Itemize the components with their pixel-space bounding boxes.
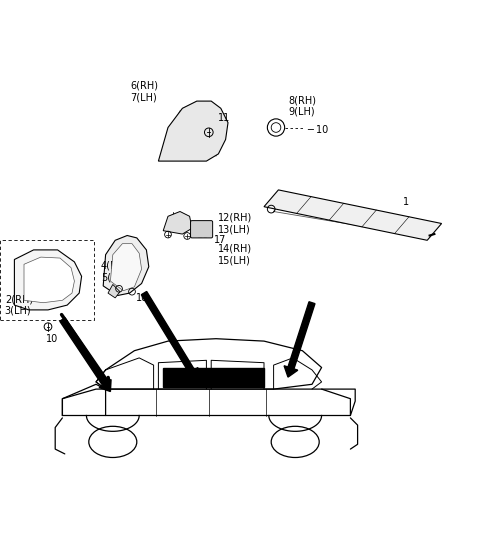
Polygon shape [24,257,74,302]
Text: 8(RH)
9(LH): 8(RH) 9(LH) [288,95,316,117]
Polygon shape [163,368,264,387]
Polygon shape [163,212,192,234]
Text: 10: 10 [135,293,148,303]
Polygon shape [158,101,228,161]
Text: 6(RH)
7(LH): 6(RH) 7(LH) [130,81,158,102]
Text: 17: 17 [214,235,226,245]
FancyArrow shape [284,302,315,377]
Text: 16: 16 [197,230,209,241]
Polygon shape [103,236,149,295]
FancyBboxPatch shape [191,220,213,238]
Text: 1: 1 [403,197,409,207]
Text: 2(RH)
3(LH): 2(RH) 3(LH) [5,294,33,316]
FancyArrow shape [60,318,111,392]
Polygon shape [108,285,120,298]
Text: 12(RH)
13(LH): 12(RH) 13(LH) [218,213,252,234]
Text: ─ 10: ─ 10 [307,125,328,135]
Text: 14(RH)
15(LH): 14(RH) 15(LH) [218,244,252,266]
FancyArrow shape [141,292,198,380]
Text: 11: 11 [218,113,231,123]
Polygon shape [110,244,142,291]
Text: 10: 10 [46,334,58,344]
Polygon shape [14,250,82,310]
Polygon shape [264,190,442,241]
Text: 4(RH)
5(LH): 4(RH) 5(LH) [101,261,129,282]
